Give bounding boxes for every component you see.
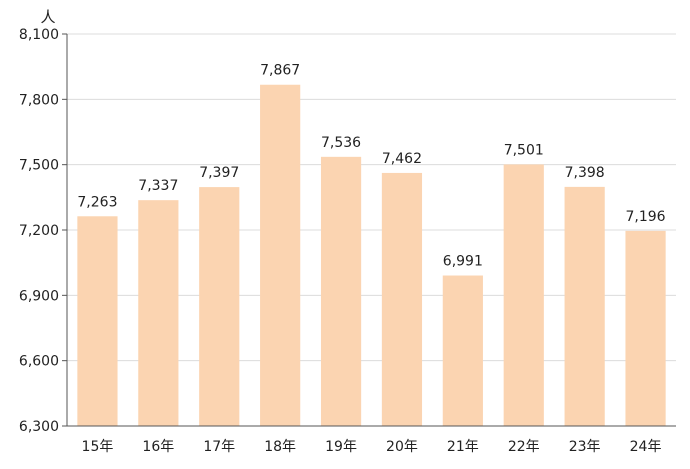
x-tick-label: 21年 — [447, 439, 479, 455]
x-tick-label: 16年 — [142, 439, 174, 455]
axes — [62, 33, 676, 427]
x-tick-labels: 15年 16年 17年 18年 19年 20年 21年 22年 23年 24年 — [82, 439, 662, 455]
x-tick-label: 18年 — [264, 439, 296, 455]
bar — [442, 275, 483, 426]
x-tick-label: 20年 — [386, 439, 418, 455]
data-label: 7,397 — [199, 165, 239, 181]
data-label: 7,196 — [626, 209, 666, 225]
bars — [77, 84, 666, 427]
x-tick-label: 24年 — [630, 439, 662, 455]
x-tick-label: 15年 — [82, 439, 114, 455]
data-labels: 7,263 7,337 7,397 7,867 7,536 7,462 6,991 7,501… — [77, 63, 665, 270]
data-label: 6,991 — [443, 254, 483, 270]
bar — [564, 186, 605, 426]
bar — [199, 187, 240, 426]
data-label: 7,501 — [504, 142, 544, 158]
data-label: 7,536 — [321, 135, 361, 151]
x-tick-label: 17年 — [203, 439, 235, 455]
data-label: 7,263 — [77, 194, 117, 210]
y-tick-labels: 6,300 6,600 6,900 7,200 7,500 7,800 8,100 — [19, 27, 59, 435]
bar — [260, 84, 301, 427]
y-tick-label: 8,100 — [19, 27, 59, 43]
bar — [320, 156, 362, 426]
data-label: 7,337 — [138, 178, 178, 194]
x-tick-label: 22年 — [508, 439, 540, 455]
y-tick-label: 7,500 — [19, 158, 59, 174]
data-label: 7,398 — [565, 165, 605, 181]
data-label: 7,867 — [260, 63, 300, 79]
y-tick-label: 7,200 — [19, 223, 59, 239]
y-unit-label: 人 — [40, 8, 55, 26]
y-tick-label: 7,800 — [19, 92, 59, 108]
bar — [503, 164, 544, 426]
y-tick-label: 6,600 — [19, 354, 59, 370]
x-tick-label: 19年 — [325, 439, 357, 455]
data-label: 7,462 — [382, 151, 422, 167]
x-tick-label: 23年 — [569, 439, 601, 455]
y-tick-label: 6,900 — [19, 288, 59, 304]
bar — [381, 172, 423, 426]
bar — [138, 200, 179, 426]
bar — [625, 230, 666, 426]
bar — [77, 216, 118, 426]
y-tick-label: 6,300 — [19, 419, 59, 435]
